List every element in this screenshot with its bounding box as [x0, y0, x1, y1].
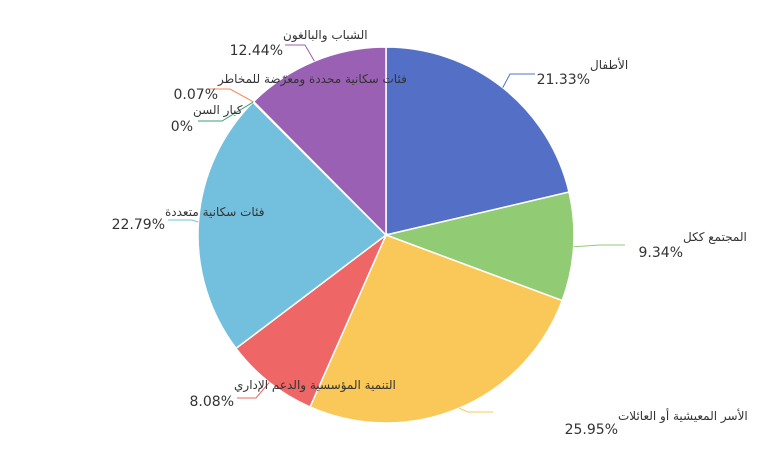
slice-5-value-label: 0%	[171, 119, 193, 135]
pie-slices	[197, 46, 575, 424]
slice-0-leader-line	[502, 73, 535, 88]
slice-6-value-label: 0.07%	[174, 87, 218, 103]
slice-7-value-label: 12.44%	[230, 43, 283, 59]
slice-4-leader-line	[168, 219, 199, 223]
slice-0[interactable]	[385, 46, 570, 236]
slice-2-name-label: الأسر المعيشية أو العائلات	[618, 408, 748, 424]
slice-1-name-label: المجتمع ككل	[683, 230, 747, 244]
slice-0-name-label: الأطفال	[590, 57, 628, 72]
slice-1[interactable]	[383, 191, 575, 302]
slice-2-leader-line	[458, 407, 493, 413]
slice-1-leader-line	[573, 244, 625, 248]
slice-3-value-label: 8.08%	[190, 394, 234, 410]
slice-4-name-label: فئات سكانية متعددة	[165, 205, 264, 219]
slice-7[interactable]	[252, 46, 387, 237]
slice-6-name-label: فئات سكانية محددة ومعرّضة للمخاطر	[217, 72, 407, 87]
slice-5-leader-line	[198, 101, 254, 122]
slice-4-value-label: 22.79%	[112, 217, 165, 233]
slice-3-name-label: التنمية المؤسسية والدعم الإداري	[234, 378, 396, 393]
slice-0-value-label: 21.33%	[537, 72, 590, 88]
slice-1-value-label: 9.34%	[639, 245, 683, 261]
slice-7-name-label: الشباب والبالغون	[283, 28, 368, 43]
slice-2-value-label: 25.95%	[565, 422, 618, 438]
slice-5-name-label: كبار السن	[193, 103, 243, 118]
slice-2[interactable]	[309, 234, 564, 424]
slice-3[interactable]	[234, 232, 388, 408]
slice-7-leader-line	[285, 44, 315, 62]
slice-3-leader-line	[237, 382, 270, 399]
slice-6-leader-line	[208, 88, 254, 103]
